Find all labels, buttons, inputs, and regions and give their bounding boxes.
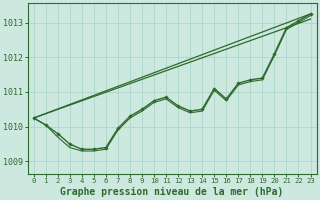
X-axis label: Graphe pression niveau de la mer (hPa): Graphe pression niveau de la mer (hPa) — [60, 186, 284, 197]
